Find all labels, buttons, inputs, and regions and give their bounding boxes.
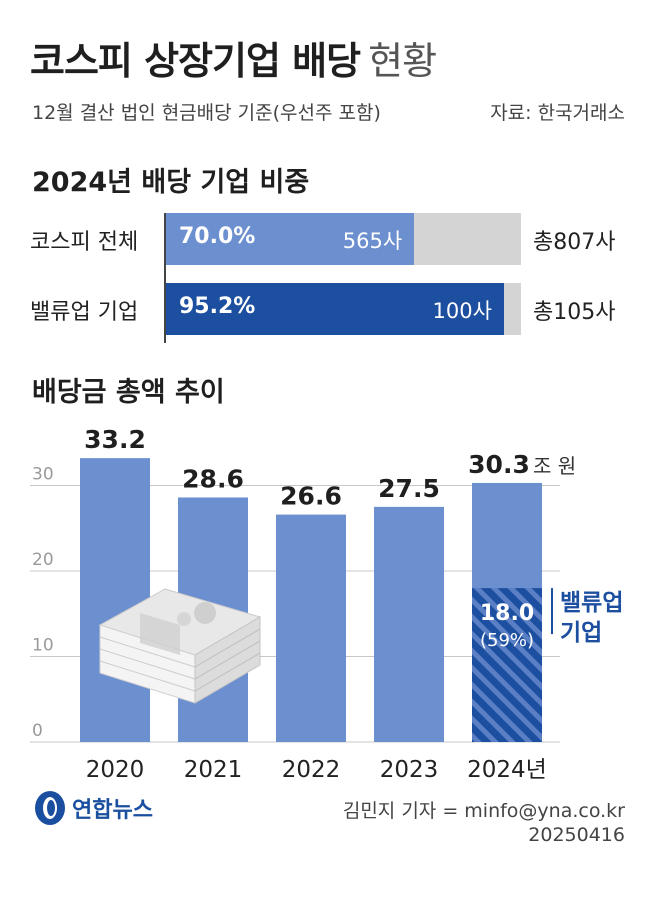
y-tick-label-20: 20 [32, 550, 54, 570]
publish-date: 20250416 [528, 824, 625, 846]
ratio-axis-line [164, 213, 166, 343]
yonhap-logo-text: 연합뉴스 [72, 798, 153, 823]
dividend-bar-chart: 0 10 20 30 33.2 2020 28.6 2021 26.6 2022 27.5 2023… [30, 425, 623, 783]
highlight-share-label: (59%) [480, 630, 534, 651]
bar-2020 [80, 458, 150, 742]
reporter-byline: 김민지 기자 = minfo@yna.co.kr [342, 800, 625, 822]
bar-2023 [374, 506, 444, 742]
value-label-2024년: 30.3 [468, 450, 530, 479]
unit-label: 조 원 [533, 454, 576, 478]
value-label-2020: 33.2 [84, 425, 146, 454]
highlight-name-line-0: 밸류업 [560, 590, 623, 616]
y-tick-label-30: 30 [32, 465, 54, 485]
title-suffix: 현황 [368, 39, 437, 83]
ratio-percent-kospi: 70.0% [179, 224, 256, 249]
ratio-bar-fill-kospi [165, 213, 415, 265]
y-tick-label-0: 0 [32, 721, 43, 741]
category-label-2020: 2020 [86, 757, 145, 783]
highlight-bar-valueup [472, 588, 542, 742]
yonhap-logo-icon [35, 791, 65, 825]
ratio-row-label-valueup: 밸류업 기업 [30, 300, 139, 325]
category-label-2021: 2021 [184, 757, 243, 783]
value-label-2021: 28.6 [182, 464, 244, 493]
chart-title: 코스피 상장기업 배당 현황 [30, 30, 437, 85]
ratio-bar-fill-valueup [165, 283, 504, 335]
money-stack-illustration [98, 588, 262, 704]
value-label-2022: 26.6 [280, 482, 342, 511]
ratio-row-label-kospi: 코스피 전체 [30, 230, 139, 255]
source-note: 자료: 한국거래소 [490, 102, 625, 124]
title-main-text: 코스피 상장기업 배당 [30, 39, 361, 83]
ratio-total-valueup: 총105사 [533, 300, 616, 325]
category-label-2022: 2022 [282, 757, 341, 783]
ratio-section-heading: 2024년 배당 기업 비중 [32, 167, 310, 198]
ratio-total-kospi: 총807사 [533, 230, 616, 255]
value-label-2023: 27.5 [378, 474, 440, 503]
category-label-2023: 2023 [380, 757, 439, 783]
ratio-bar-track-kospi: 70.0% 565사 [165, 213, 521, 265]
bar-2022 [276, 514, 346, 742]
ratio-count-valueup: 100사 [432, 299, 492, 323]
highlight-name-line-1: 기업 [560, 620, 602, 646]
highlight-value-label: 18.0 [480, 601, 534, 626]
ratio-bar-track-valueup: 95.2% 100사 [165, 283, 521, 335]
ratio-percent-valueup: 95.2% [179, 294, 256, 319]
y-tick-label-10: 10 [32, 636, 54, 656]
trend-section-heading: 배당금 총액 추이 [32, 377, 225, 408]
category-label-2024년: 2024년 [467, 757, 547, 783]
chart-subtitle: 12월 결산 법인 현금배당 기준(우선주 포함) [32, 102, 381, 124]
ratio-count-kospi: 565사 [342, 229, 403, 253]
